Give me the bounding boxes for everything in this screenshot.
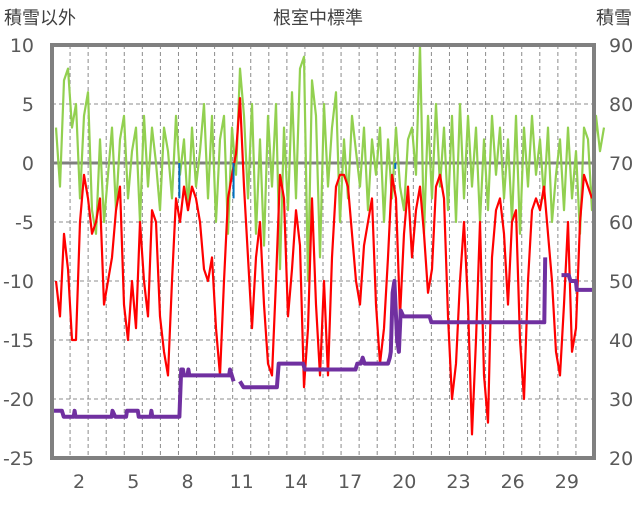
x-tick-label: 14 — [284, 471, 308, 493]
x-tick-label: 20 — [392, 471, 416, 493]
x-tick-label: 23 — [446, 471, 470, 493]
right-tick-label: 50 — [609, 271, 633, 293]
left-axis-title: 積雪以外 — [4, 8, 76, 29]
left-tick-label: 5 — [22, 94, 34, 116]
right-axis-title: 積雪 — [596, 8, 632, 29]
left-tick-label: 10 — [10, 35, 34, 57]
left-tick-label: -10 — [3, 271, 34, 293]
right-tick-label: 70 — [609, 153, 633, 175]
snow-depth-series-line — [52, 367, 236, 419]
left-tick-label: -15 — [3, 330, 34, 352]
x-tick-label: 8 — [181, 471, 193, 493]
left-tick-label: -20 — [3, 389, 34, 411]
right-tick-label: 30 — [609, 389, 633, 411]
x-tick-label: 5 — [127, 471, 139, 493]
snow-depth-series-line — [561, 273, 593, 292]
right-tick-label: 90 — [609, 35, 633, 57]
left-tick-label: 0 — [22, 153, 34, 175]
series-layer — [52, 43, 606, 436]
right-tick-label: 40 — [609, 330, 633, 352]
green-series-line — [54, 43, 606, 283]
x-tick-label: 11 — [230, 471, 254, 493]
right-tick-label: 60 — [609, 212, 633, 234]
x-tick-label: 29 — [555, 471, 579, 493]
left-tick-label: -25 — [3, 448, 34, 470]
snow-depth-series-line — [238, 257, 548, 390]
x-tick-label: 26 — [501, 471, 525, 493]
right-tick-label: 80 — [609, 94, 633, 116]
left-tick-label: -5 — [15, 212, 34, 234]
chart-title: 根室中標準 — [273, 8, 363, 29]
right-tick-label: 20 — [609, 448, 633, 470]
x-tick-label: 17 — [338, 471, 362, 493]
red-series-line — [54, 96, 594, 436]
x-tick-label: 2 — [73, 471, 85, 493]
plot-frame — [50, 43, 596, 460]
